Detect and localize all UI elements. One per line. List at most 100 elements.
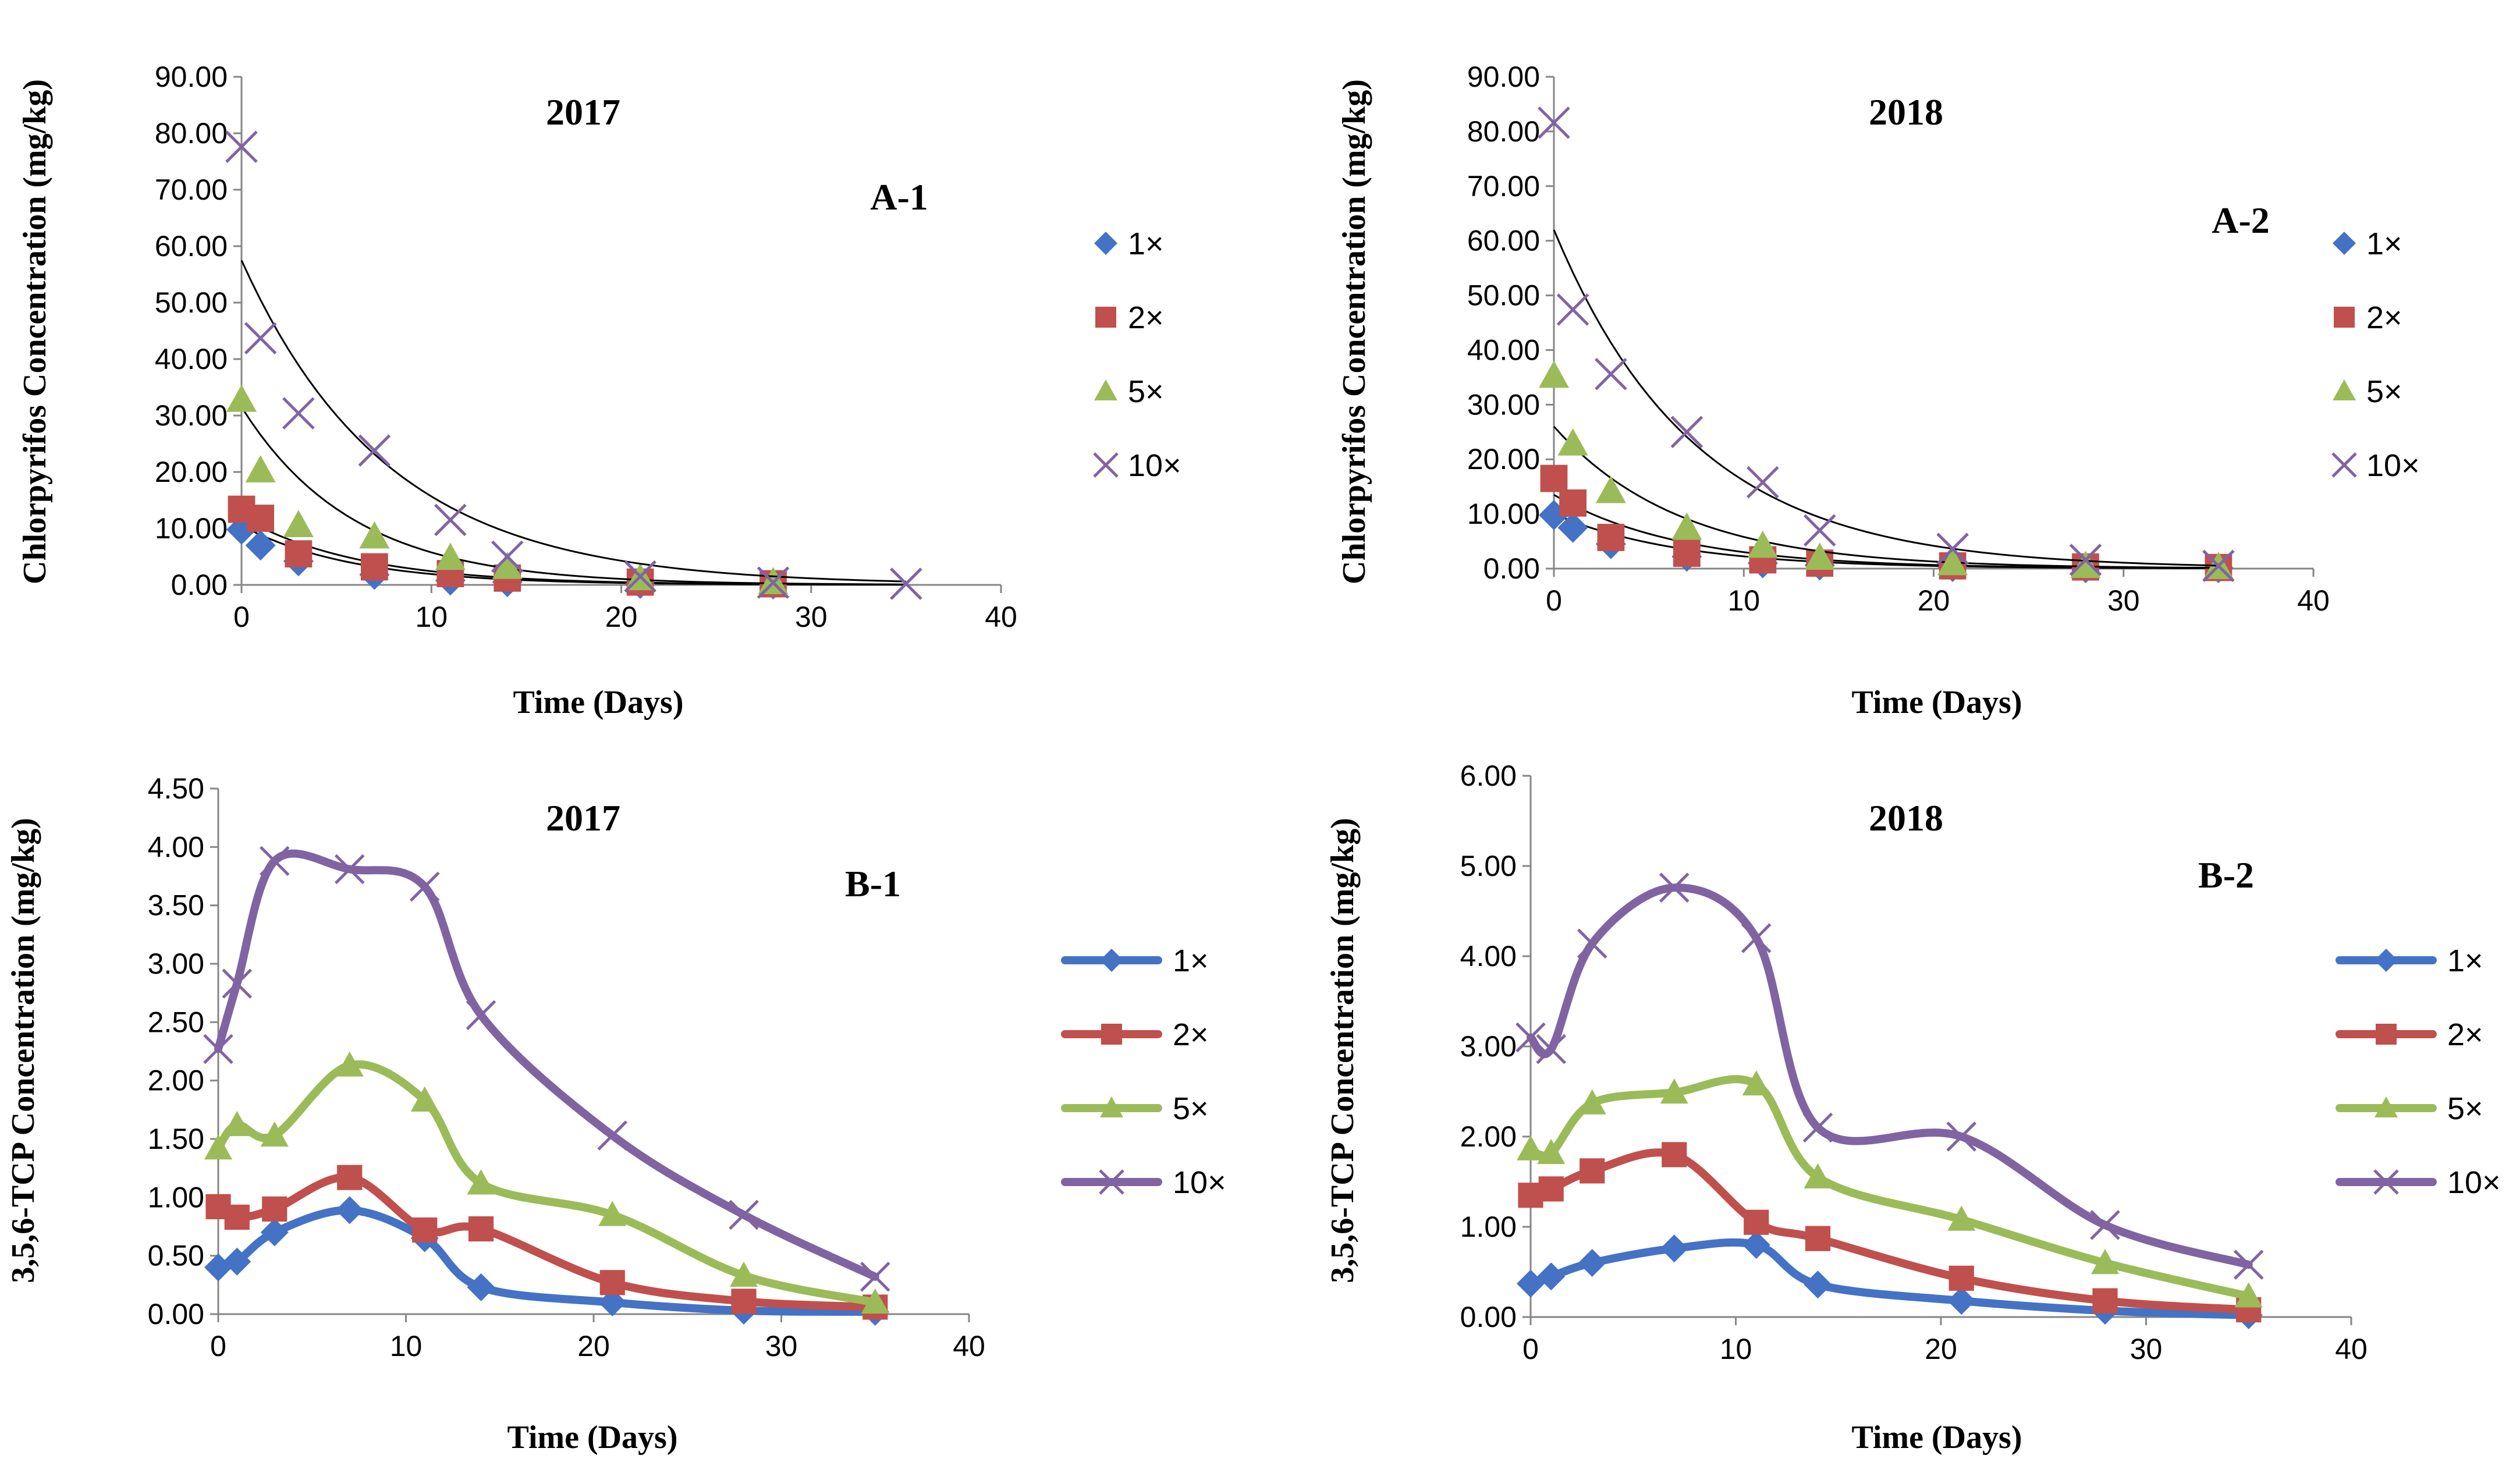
data-point-stroke: [860, 1262, 890, 1292]
legend-entry: 2×: [2336, 1017, 2483, 1052]
data-point-stroke: [729, 1199, 759, 1230]
data-point: [1671, 512, 1702, 540]
legend-entry: 1×: [1061, 943, 1209, 978]
legend-label: 5×: [1173, 1091, 1209, 1126]
legend-entry: 5×: [2336, 1091, 2483, 1126]
data-point: [1804, 1163, 1832, 1188]
trendline: [240, 406, 906, 585]
x-tick-label: 10: [390, 1330, 423, 1362]
data-point: [730, 1261, 758, 1287]
y-tick-label: 20.00: [1467, 443, 1540, 475]
data-point: [467, 1273, 495, 1301]
series-1: [1539, 499, 2234, 584]
y-tick-label: 0.00: [171, 569, 228, 601]
data-point: [435, 542, 466, 570]
legend-marker-stroke: [2373, 1169, 2399, 1195]
data-point-stroke: [1577, 928, 1607, 959]
data-point: [598, 1201, 627, 1226]
data-point-stroke: [1556, 293, 1589, 326]
legend-marker: [2375, 1096, 2398, 1117]
data-point: [1660, 1078, 1688, 1104]
data-point-stroke: [491, 540, 524, 573]
data-point: [1538, 107, 1570, 139]
data-point: [1538, 1176, 1564, 1202]
series-line: [1527, 1075, 2253, 1301]
series-line: [1527, 883, 2253, 1269]
legend-entry: 10×: [1093, 448, 1181, 483]
data-point: [1537, 1138, 1566, 1165]
data-point: [2092, 1288, 2118, 1314]
data-point-stroke: [1536, 1034, 1567, 1064]
legend-marker: [2331, 452, 2357, 478]
data-point: [359, 521, 390, 549]
x-tick-label: 0: [1546, 584, 1562, 617]
legend-marker: [1094, 232, 1117, 255]
data-point: [1540, 464, 1568, 492]
y-tick-label: 20.00: [155, 456, 228, 488]
legend-entry: 2×: [2334, 300, 2402, 335]
legend-label: 10×: [1128, 448, 1181, 483]
data-point: [1578, 1249, 1606, 1277]
legend-label: 2×: [2366, 300, 2402, 335]
legend-label: 10×: [2447, 1165, 2501, 1200]
data-point: [1595, 357, 1627, 391]
data-point: [2233, 1250, 2264, 1280]
legend-entry: 2×: [1095, 300, 1164, 335]
data-point: [1662, 1142, 1687, 1167]
data-point-stroke: [244, 322, 277, 354]
legend-label: 10×: [1173, 1165, 1226, 1200]
data-point: [861, 1288, 889, 1314]
data-point-stroke: [222, 968, 253, 999]
chart-panel-a-2: 0.00 10.00 20.00 30.00 40.00 50.00 60.00 70.00 8…: [1336, 61, 2420, 720]
data-point-stroke: [358, 434, 391, 467]
y-tick-label: 2.00: [148, 1064, 204, 1097]
data-point-stroke: [409, 871, 440, 902]
data-point-stroke: [1803, 514, 1836, 547]
y-tick-label: 90.00: [1467, 61, 1540, 93]
legend-marker: [2376, 1024, 2397, 1045]
data-point: [1659, 872, 1690, 903]
legend-label: 2×: [2447, 1017, 2483, 1052]
data-point: [1802, 1112, 1833, 1143]
y-tick-label: 80.00: [1467, 115, 1540, 148]
data-point: [1595, 475, 1626, 503]
legend-entry: 5×: [1061, 1091, 1209, 1126]
data-point: [412, 1217, 438, 1243]
data-point: [285, 540, 313, 568]
x-tick-label: 30: [2130, 1333, 2163, 1365]
series-3: [204, 1051, 889, 1314]
data-point: [434, 503, 467, 537]
legend-entry: 5×: [1094, 374, 1164, 409]
y-tick-label: 5.00: [1460, 850, 1517, 882]
data-point: [599, 1270, 625, 1295]
data-point: [262, 1196, 288, 1222]
legend-marker: [1099, 1169, 1124, 1195]
chart-panel-b-2: 0.00 1.00 2.00 3.00 4.00 5.00 6.00 0 10 20 30 40 201…: [1325, 759, 2501, 1456]
x-tick-label: 0: [210, 1330, 226, 1362]
data-point-stroke: [466, 1000, 496, 1031]
data-point-stroke: [1747, 466, 1779, 499]
legend-label: 2×: [1173, 1017, 1209, 1052]
data-point-stroke: [225, 130, 258, 164]
x-axis-label: Time (Days): [1852, 1419, 2022, 1456]
data-point: [2090, 1210, 2120, 1240]
data-point: [260, 1218, 289, 1247]
data-point: [1804, 1270, 1832, 1299]
data-point-stroke: [1936, 533, 1969, 565]
data-point-stroke: [890, 567, 922, 600]
legend-label: 2×: [1128, 300, 1164, 335]
data-point: [1804, 542, 1835, 570]
legend-entry: 10×: [2336, 1165, 2501, 1200]
series-1: [226, 514, 906, 600]
x-tick-label: 30: [795, 601, 828, 633]
data-point: [1744, 1209, 1769, 1235]
data-point: [1578, 1089, 1606, 1114]
legend-label: 5×: [2447, 1091, 2483, 1126]
data-point-stroke: [434, 503, 467, 537]
trendline: [1553, 494, 2219, 569]
y-tick-label: 4.50: [148, 772, 204, 805]
x-axis-label: Time (Days): [1852, 684, 2022, 720]
data-point: [1673, 539, 1701, 567]
data-point: [1556, 293, 1589, 326]
